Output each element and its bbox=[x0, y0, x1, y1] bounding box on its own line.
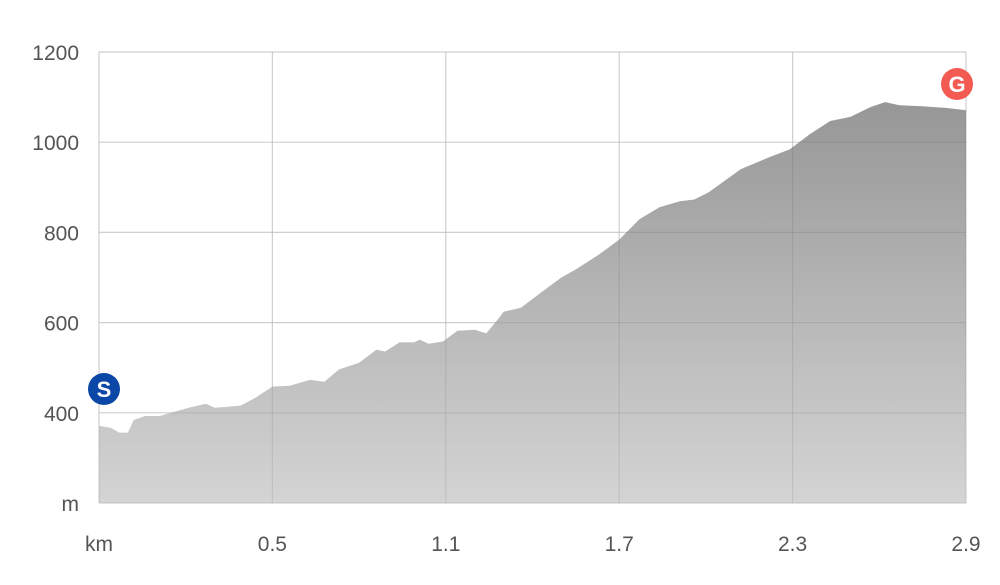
goal-marker-label: G bbox=[948, 72, 965, 97]
x-tick-label: 1.1 bbox=[431, 533, 460, 556]
x-tick-label: km bbox=[85, 533, 113, 556]
x-axis: km 0.5 1.1 1.7 2.3 2.9 bbox=[85, 533, 981, 556]
x-tick-label: 2.3 bbox=[778, 533, 807, 556]
grid-overlay bbox=[98, 51, 967, 504]
y-tick-label: m bbox=[62, 493, 80, 516]
y-axis: m 400 600 800 1000 1200 bbox=[32, 42, 79, 516]
goal-marker: G bbox=[941, 68, 973, 100]
start-marker: S bbox=[88, 373, 120, 405]
y-tick-label: 400 bbox=[44, 403, 79, 426]
y-tick-label: 1200 bbox=[32, 42, 79, 65]
y-tick-label: 800 bbox=[44, 222, 79, 245]
y-tick-label: 1000 bbox=[32, 132, 79, 155]
elevation-area bbox=[99, 102, 966, 503]
start-marker-label: S bbox=[97, 377, 112, 402]
y-tick-label: 600 bbox=[44, 313, 79, 336]
goal-marker-circle bbox=[941, 68, 973, 100]
markers: SG bbox=[88, 68, 973, 405]
x-tick-label: 1.7 bbox=[605, 533, 634, 556]
start-marker-circle bbox=[88, 373, 120, 405]
x-tick-label: 0.5 bbox=[258, 533, 287, 556]
x-tick-label: 2.9 bbox=[951, 533, 980, 556]
